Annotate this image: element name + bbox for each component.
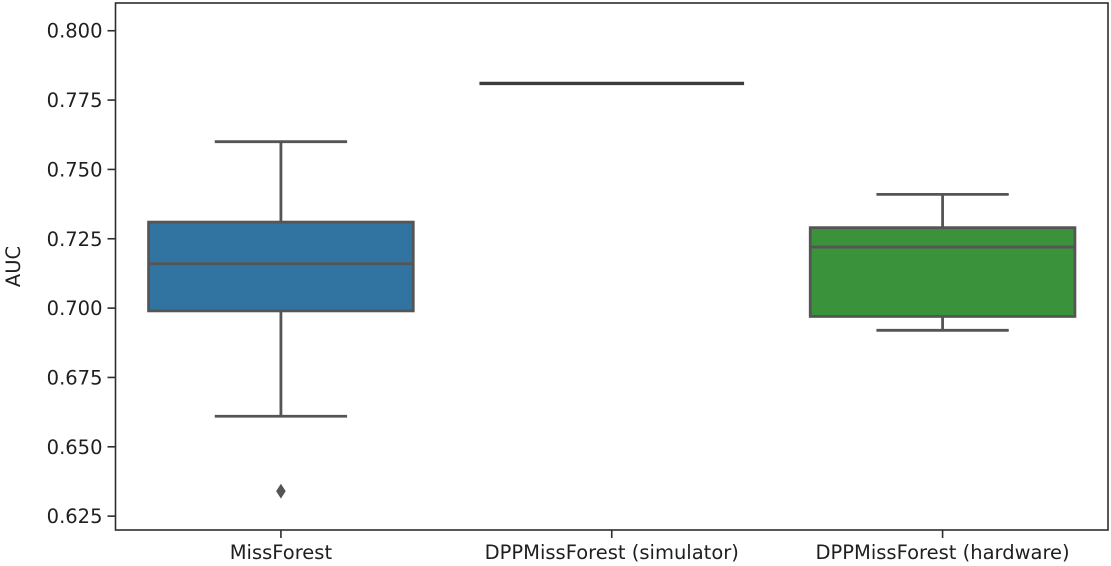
box-group-2 <box>808 192 1077 332</box>
x-tick-label: DPPMissForest (hardware) <box>815 541 1069 564</box>
y-tick-label: 0.625 <box>47 505 103 528</box>
y-tick-label: 0.750 <box>47 158 103 181</box>
y-tick-label: 0.700 <box>47 297 103 320</box>
box <box>808 226 1077 318</box>
y-tick-label: 0.650 <box>47 436 103 459</box>
box <box>147 220 415 313</box>
box-group-0 <box>147 140 415 499</box>
x-tick-label: DPPMissForest (simulator) <box>485 541 739 564</box>
outlier-marker <box>276 483 286 499</box>
y-tick-label: 0.725 <box>47 228 103 251</box>
x-tick-label: MissForest <box>230 541 333 564</box>
y-tick-label: 0.675 <box>47 366 103 389</box>
y-tick-label: 0.775 <box>47 89 103 112</box>
y-tick-label: 0.800 <box>47 20 103 43</box>
y-axis-label: AUC <box>2 246 25 287</box>
